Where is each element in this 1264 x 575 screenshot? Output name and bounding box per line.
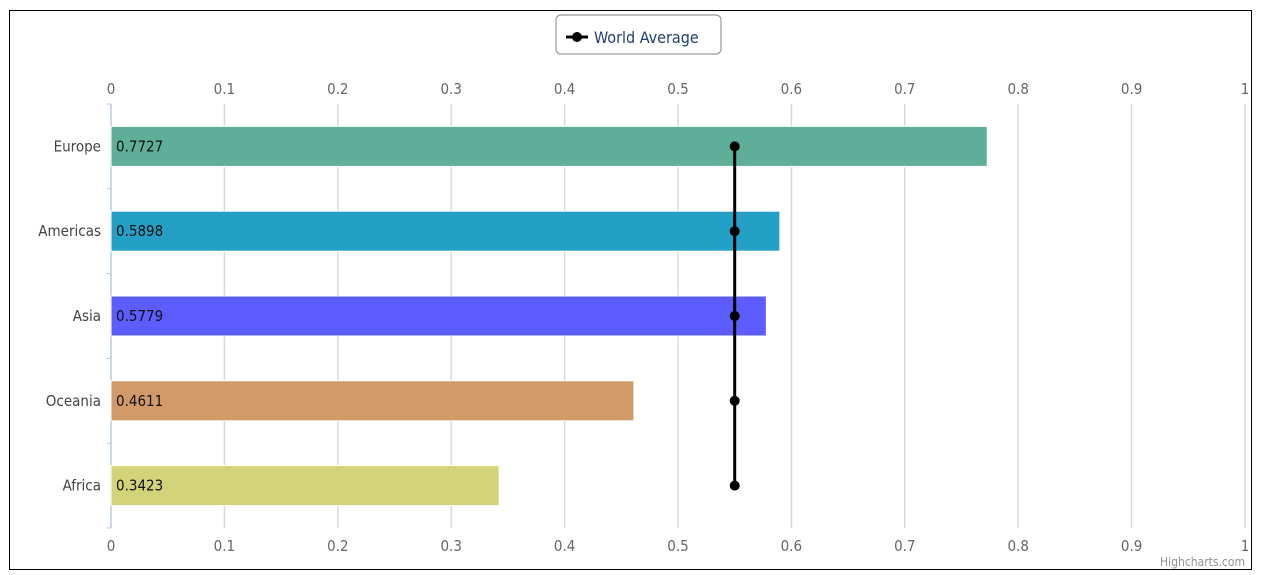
bar-data-label: 0.4611 bbox=[116, 392, 163, 410]
x-tick-label-top: 0.7 bbox=[894, 80, 915, 98]
bar bbox=[110, 125, 988, 167]
category-label: Asia bbox=[73, 307, 101, 325]
bar-data-label: 0.7727 bbox=[116, 137, 163, 155]
x-tick-label-top: 0.4 bbox=[554, 80, 575, 98]
axes: 0 0 0.1 0.1 0.2 0.2 0.3 0.3 0.4 0.4 0.5 0.5 0.6 0.6 0.… bbox=[107, 80, 1250, 555]
x-tick-label-top: 0.9 bbox=[1121, 80, 1142, 98]
credit-text[interactable]: Highcharts.com bbox=[1160, 555, 1245, 569]
x-tick-label-top: 0.5 bbox=[667, 80, 688, 98]
category-label: Americas bbox=[38, 222, 101, 240]
x-tick-label-top: 0.3 bbox=[440, 80, 461, 98]
x-tick-label-bottom: 0.8 bbox=[1007, 537, 1028, 555]
legend-item-world-average[interactable]: World Average bbox=[594, 28, 699, 47]
chart-frame bbox=[9, 10, 1252, 570]
bar bbox=[110, 295, 767, 337]
bar-data-label: 0.3423 bbox=[116, 477, 163, 495]
bar bbox=[110, 465, 500, 507]
x-tick-label-bottom: 0.5 bbox=[667, 537, 688, 555]
category-label: Oceania bbox=[46, 392, 101, 410]
x-tick-label-bottom: 0.6 bbox=[781, 537, 802, 555]
legend-box bbox=[555, 14, 722, 55]
x-tick-label-top: 0.1 bbox=[214, 80, 235, 98]
x-tick-label-top: 0.6 bbox=[781, 80, 802, 98]
x-tick-label-bottom: 0.2 bbox=[327, 537, 348, 555]
x-tick-label-bottom: 0.4 bbox=[554, 537, 575, 555]
legend[interactable]: World Average bbox=[555, 14, 722, 55]
x-tick-label-bottom: 0.9 bbox=[1121, 537, 1142, 555]
x-tick-label-bottom: 0.3 bbox=[440, 537, 461, 555]
labels: Europe 0.7727 Americas 0.5898 Asia 0.5779 Ocea… bbox=[38, 137, 163, 494]
legend-marker-icon bbox=[572, 32, 582, 42]
x-tick-label-top: 0 bbox=[107, 80, 116, 98]
world-average-marker bbox=[729, 311, 740, 321]
x-tick-label-top: 0.2 bbox=[327, 80, 348, 98]
world-average-marker bbox=[729, 480, 740, 491]
bar-data-label: 0.5898 bbox=[116, 222, 163, 240]
bar-data-label: 0.5779 bbox=[116, 307, 163, 325]
category-label: Africa bbox=[63, 477, 101, 495]
world-average-marker bbox=[729, 395, 740, 406]
x-tick-label-top: 1 bbox=[1241, 80, 1250, 98]
x-tick-label-bottom: 0 bbox=[107, 537, 116, 555]
world-average-marker bbox=[729, 226, 740, 237]
x-tick-label-top: 0.8 bbox=[1007, 80, 1028, 98]
world-average-series bbox=[729, 141, 740, 491]
bar bbox=[110, 380, 635, 422]
world-average-marker bbox=[729, 141, 740, 152]
x-tick-label-bottom: 0.7 bbox=[894, 537, 915, 555]
bar bbox=[110, 210, 781, 252]
category-label: Europe bbox=[54, 137, 101, 155]
x-tick-label-bottom: 0.1 bbox=[214, 537, 235, 555]
x-tick-label-bottom: 1 bbox=[1241, 537, 1250, 555]
bars bbox=[110, 125, 988, 507]
